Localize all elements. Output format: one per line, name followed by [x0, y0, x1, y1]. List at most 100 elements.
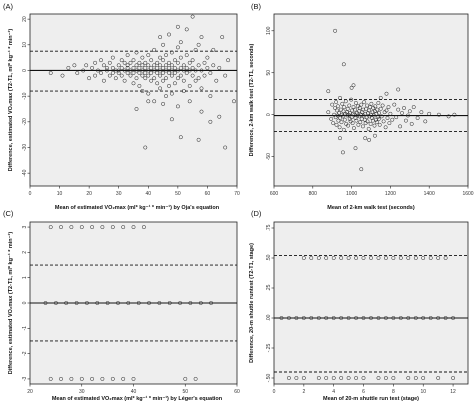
panel-a-point — [84, 63, 89, 68]
panel-a-point — [146, 63, 151, 68]
panel-d-y-tick-label: -.50 — [266, 373, 272, 382]
panel-a-y-tick-label: -40 — [22, 169, 28, 176]
panel-a-point — [175, 104, 180, 109]
panel-b-point — [353, 107, 358, 112]
panel-d-y-tick-label: .00 — [266, 314, 272, 321]
panel-b-point — [360, 124, 365, 129]
panel-a-point — [149, 58, 154, 63]
panel-b-point — [387, 121, 392, 126]
panel-d-x-tick-label: 0 — [273, 389, 276, 395]
panel-c-point — [121, 376, 126, 381]
panel-d-point — [369, 316, 373, 320]
panel-a-point — [143, 65, 148, 70]
panel-b-y-tick-label: 0 — [266, 113, 272, 116]
panel-b-point — [349, 97, 354, 102]
panel-b-point — [363, 136, 368, 141]
panel-b-point — [363, 111, 368, 116]
panel-d-point — [301, 316, 306, 320]
panel-a-point — [125, 63, 130, 68]
panel-a-point — [143, 76, 148, 81]
panel-b-point — [350, 121, 355, 126]
panel-a-point — [232, 99, 236, 104]
panel-b-point — [336, 104, 340, 109]
panel-b-point — [400, 111, 404, 115]
panel-b-point — [364, 115, 369, 120]
panel-a-point — [167, 71, 171, 75]
panel-a-point — [164, 94, 168, 99]
panel-b-point — [378, 95, 383, 100]
panel-a-point — [113, 68, 118, 73]
panel-c-point — [136, 301, 141, 305]
panel-a-point — [140, 73, 145, 78]
panel-d-point — [286, 316, 291, 320]
panel-d-point — [398, 316, 403, 320]
panel-c-point — [141, 225, 146, 230]
panel-a-point — [90, 65, 95, 70]
panel-c-point — [188, 301, 193, 305]
panel-a-point — [187, 99, 192, 104]
panel-c-point — [126, 301, 131, 305]
panel-b-point — [370, 110, 375, 115]
panel-a-point — [96, 68, 100, 73]
panel-d-x-tick-label: 6 — [362, 389, 365, 395]
panel-b-point — [384, 91, 389, 96]
panel-b-x-tick-label: 1400 — [424, 191, 435, 197]
panel-b-point — [361, 107, 366, 112]
panel-b-point — [365, 119, 370, 124]
panel-b-point — [369, 101, 374, 106]
panel-a-point — [110, 55, 115, 60]
panel-c-point — [100, 225, 105, 230]
panel-a-point — [116, 71, 121, 75]
panel-c-x-tick-label: 60 — [234, 389, 240, 395]
panel-a-point — [208, 94, 213, 99]
panel-d-x-tick-label: 2 — [302, 389, 305, 395]
panel-a-point — [169, 117, 174, 122]
panel-d-y-tick-label: .50 — [266, 254, 272, 261]
panel-a-point — [131, 65, 136, 70]
panel-d-point — [391, 256, 396, 260]
panel-b-point — [351, 83, 356, 88]
panel-b-x-tick-label: 1000 — [346, 191, 357, 197]
panel-b-point — [362, 100, 367, 105]
panel-b-point — [381, 119, 386, 124]
panel-c-point — [198, 301, 203, 305]
panel-c-point — [59, 225, 63, 230]
panel-d-point — [361, 256, 366, 260]
panel-d-y-tick-label: .75 — [266, 224, 272, 231]
panel-a-point — [178, 55, 183, 60]
panel-b-point — [436, 112, 441, 117]
panel-a-point — [169, 68, 174, 73]
panel-b-point — [376, 100, 381, 105]
panel-b-point — [331, 121, 336, 126]
panel-a-point — [119, 58, 124, 63]
panel-d-point — [398, 256, 403, 260]
panel-b-point — [379, 114, 384, 119]
panel-d-point — [451, 316, 456, 320]
panel-d-y-axis-label: Difference, 20-m shuttle runtest (T2-T1,… — [249, 243, 255, 363]
panel-d-point — [309, 316, 314, 320]
panel-b-point — [337, 125, 342, 130]
panel-b-point — [385, 116, 390, 120]
panel-a-point — [146, 99, 151, 104]
panel-b-x-tick-label: 1600 — [462, 191, 473, 197]
panel-a-point — [128, 68, 133, 73]
panel-a-x-tick-label: 60 — [205, 191, 211, 197]
panel-a-x-tick-label: 30 — [116, 191, 122, 197]
panel-c-x-tick-label: 30 — [79, 389, 85, 395]
panel-d-point — [369, 256, 373, 260]
panel-b-point — [446, 114, 451, 119]
panel-a-point — [175, 60, 180, 65]
panel-a-x-tick-label: 20 — [86, 191, 92, 197]
panel-c-point — [79, 376, 84, 381]
panel-a-point — [199, 35, 204, 40]
panel-a-point — [152, 63, 157, 68]
panel-c-point — [59, 376, 63, 381]
panel-c-label: (C) — [3, 209, 14, 218]
panel-d-point — [339, 316, 344, 320]
panel-b-point — [353, 146, 358, 151]
panel-a-point — [140, 89, 145, 93]
panel-a-point — [193, 47, 198, 52]
panel-c-point — [90, 225, 95, 230]
panel-d-point — [309, 256, 314, 260]
